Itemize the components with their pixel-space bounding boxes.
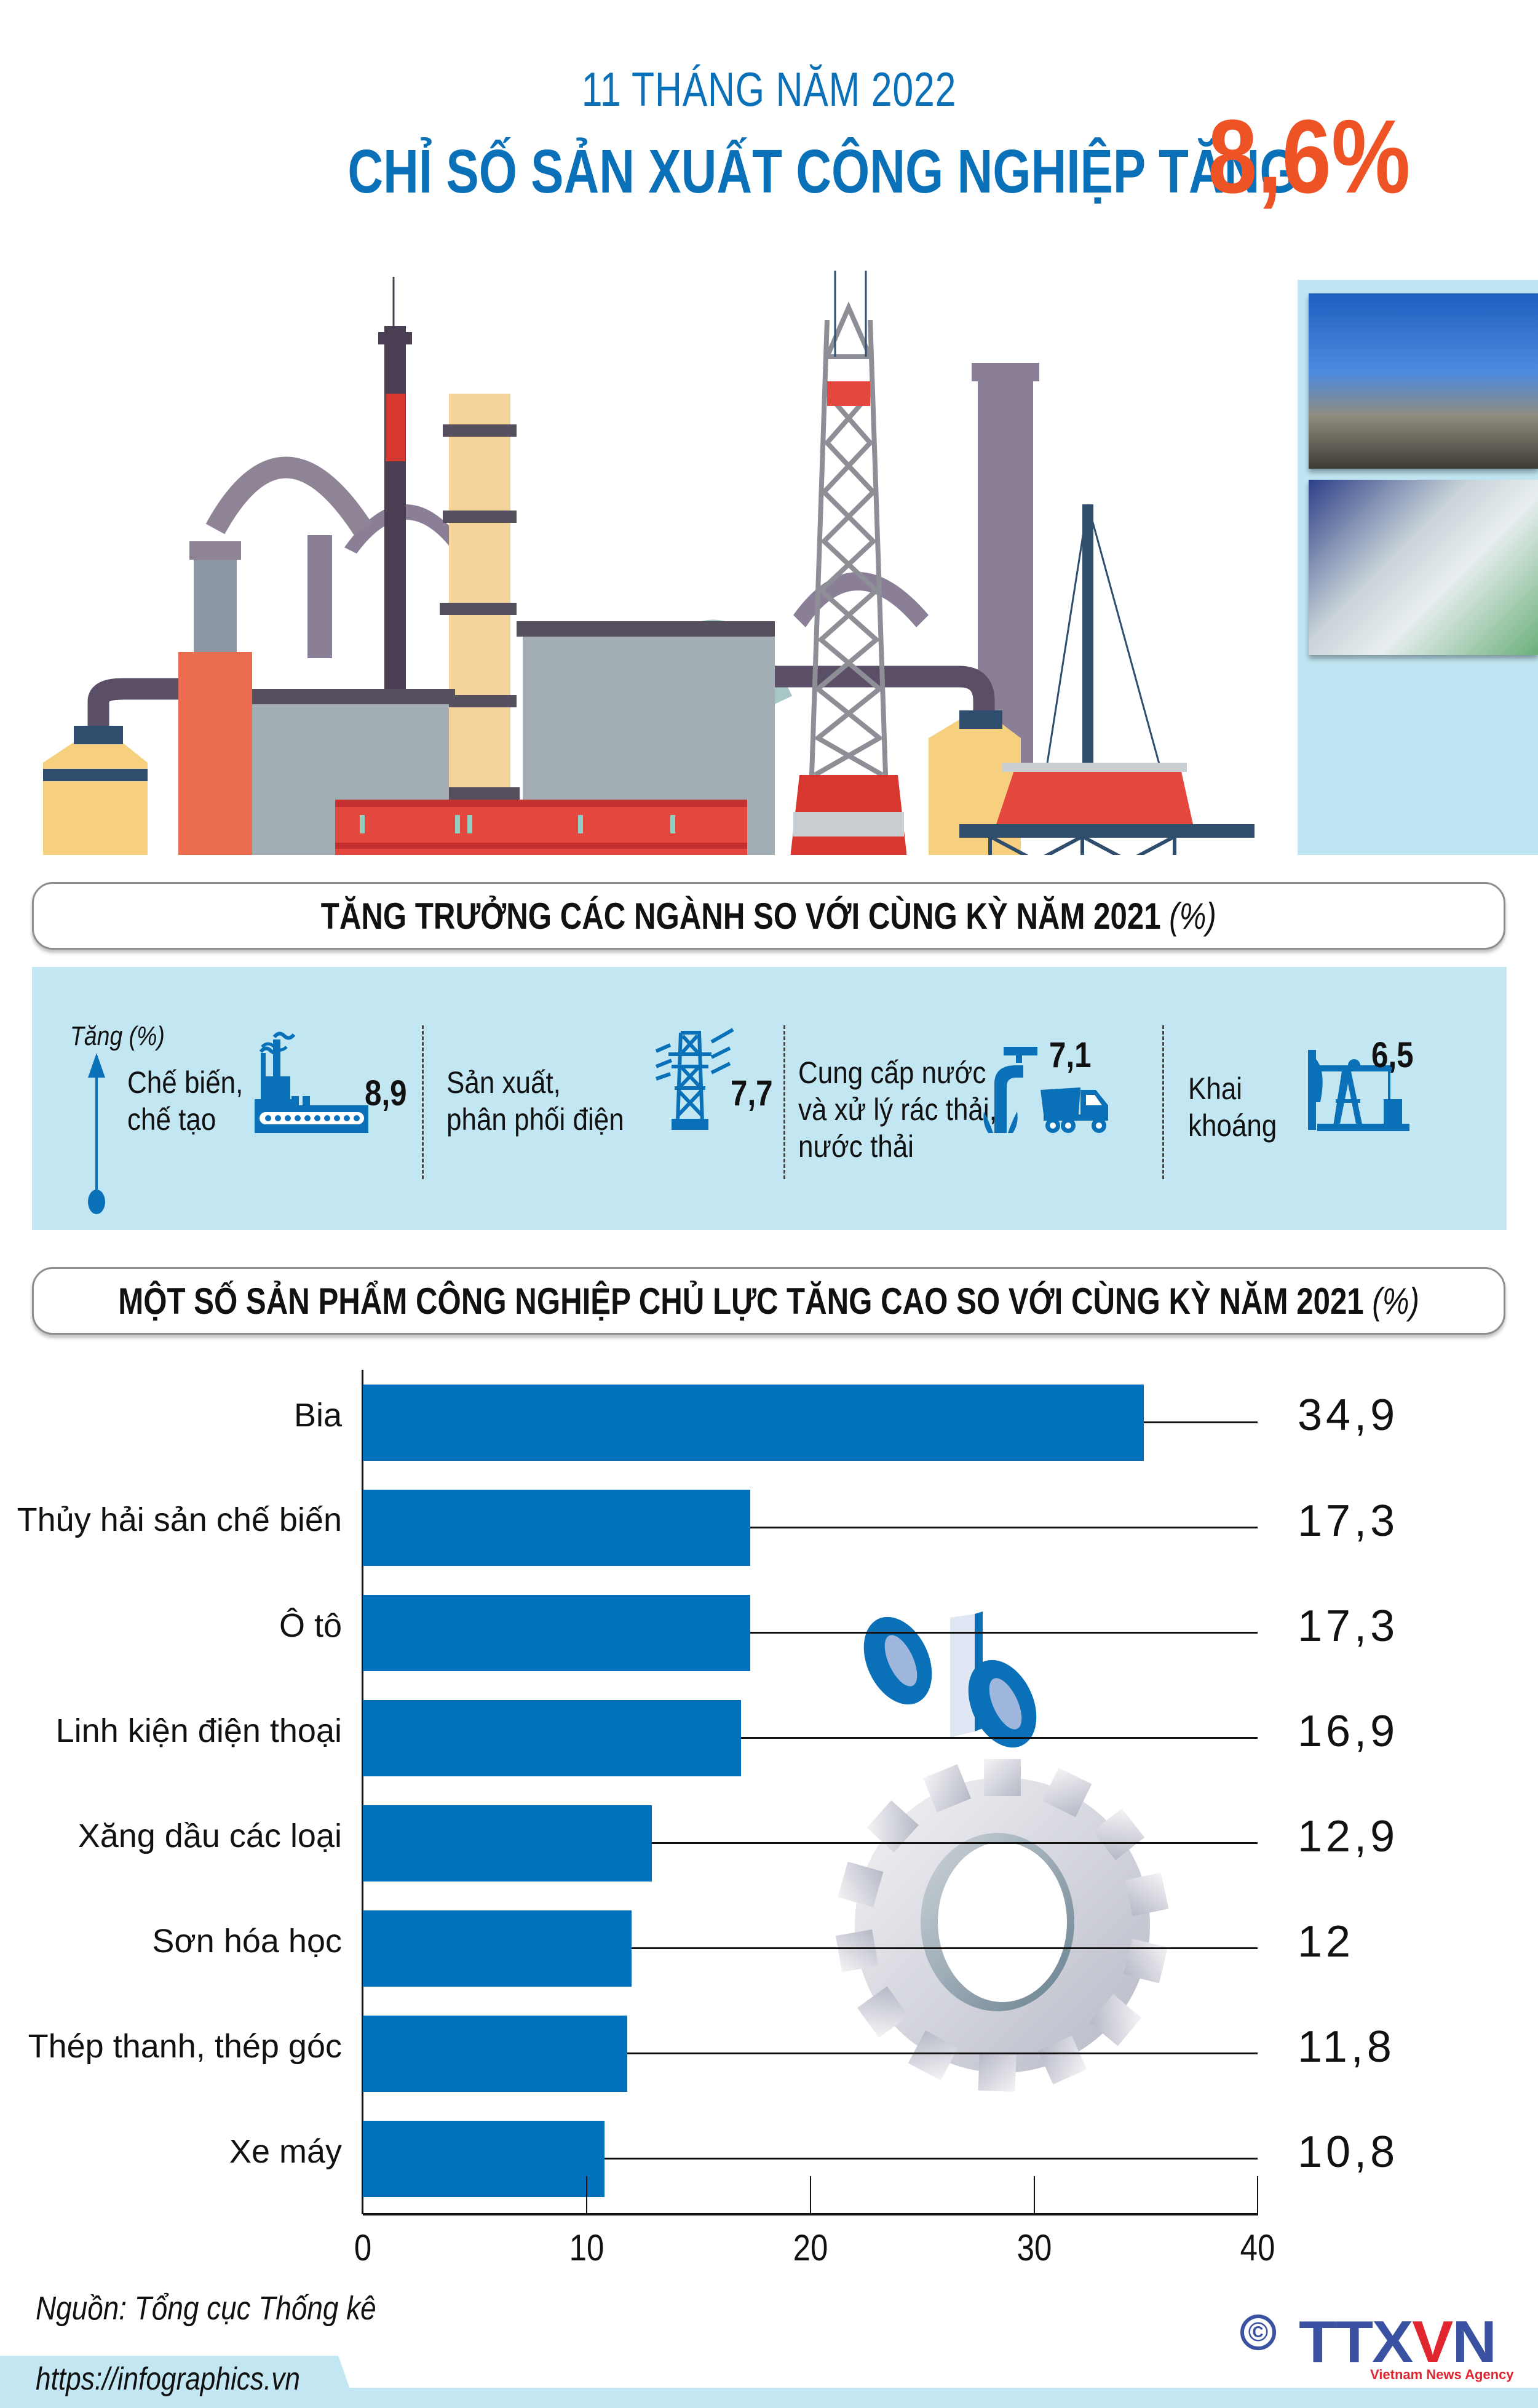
copyright-icon: © (1240, 2315, 1276, 2350)
value-label: 17,3 (1298, 1602, 1399, 1651)
category-label: Linh kiện điện thoại (55, 1712, 342, 1749)
x-tick-label: 0 (354, 2227, 372, 2268)
url-tab (0, 2356, 357, 2408)
bar-o-to (363, 1595, 750, 1671)
grid-line (652, 1842, 1258, 1844)
products-bar-chart: Bia 34,9 Thủy hải sản chế biến 17,3 Ô tô… (0, 1353, 1538, 2268)
sector-value-electricity: 7,7 (731, 1073, 773, 1113)
growth-section-unit: (%) (1169, 895, 1216, 937)
bar-son-hoa-hoc (363, 1910, 632, 1987)
gear-percent-icon (835, 1611, 1169, 2092)
category-label: Xe máy (229, 2133, 342, 2170)
factory-icon (255, 1031, 368, 1133)
grid-line (604, 2158, 1258, 2160)
category-label: Ô tô (279, 1607, 342, 1644)
sector-value-mining: 6,5 (1371, 1035, 1414, 1075)
value-label: 12 (1298, 1917, 1355, 1966)
products-section-header: MỘT SỐ SẢN PHẨM CÔNG NGHIỆP CHỦ LỰC TĂNG… (32, 1267, 1505, 1335)
title-text: CHỈ SỐ SẢN XUẤT CÔNG NGHIỆP TĂNG (347, 137, 1298, 206)
axis-label: Tăng (%) (70, 1021, 165, 1051)
x-axis (363, 2213, 1258, 2215)
value-label: 12,9 (1298, 1812, 1399, 1861)
divider (422, 1025, 424, 1179)
logo-subtitle: Vietnam News Agency (1370, 2367, 1514, 2382)
photo-panel (1298, 280, 1538, 855)
growth-section-header: TĂNG TRƯỞNG CÁC NGÀNH SO VỚI CÙNG KỲ NĂM… (32, 882, 1505, 950)
bar-thep (363, 2016, 627, 2092)
x-tick-label: 30 (1017, 2227, 1052, 2268)
divider (1162, 1025, 1164, 1179)
sector-label-electricity: Sản xuất, phân phối điện (446, 1065, 624, 1137)
x-tick (1034, 2176, 1035, 2214)
industrial-factory-illustration (43, 271, 1255, 855)
x-tick (586, 2176, 587, 2214)
sector-value-water-waste: 7,1 (1049, 1035, 1092, 1075)
x-tick (1257, 2176, 1258, 2214)
sector-growth-panel: Tăng (%) Chế biến, chế tạo (32, 967, 1507, 1230)
x-tick-label: 20 (793, 2227, 828, 2268)
grid-line (750, 1527, 1258, 1528)
value-label: 10,8 (1298, 2128, 1399, 2177)
divider (783, 1025, 785, 1179)
category-label: Thép thanh, thép góc (28, 2028, 342, 2065)
ttxvn-logo: TTXVN (1299, 2309, 1497, 2375)
bar-bia (363, 1385, 1144, 1461)
sector-label-manufacturing: Chế biến, chế tạo (127, 1065, 244, 1137)
car-assembly-line-photo (1309, 480, 1538, 655)
power-tower-icon (655, 1028, 734, 1130)
title-highlight-value: 8,6% (1207, 98, 1411, 215)
value-label: 34,9 (1298, 1391, 1399, 1440)
subtitle: 11 THÁNG NĂM 2022 (581, 62, 957, 116)
growth-section-title: TĂNG TRƯỞNG CÁC NGÀNH SO VỚI CÙNG KỲ NĂM… (320, 895, 1161, 937)
grid-line (741, 1737, 1258, 1739)
bar-xe-may (363, 2121, 604, 2197)
oil-pump-icon (1308, 1050, 1409, 1131)
grid-line (750, 1632, 1258, 1634)
page-title: CHỈ SỐ SẢN XUẤT CÔNG NGHIỆP TĂNG 8,6% (0, 105, 1538, 209)
category-label: Bia (293, 1397, 342, 1434)
grid-line (1144, 1421, 1258, 1423)
category-label: Xăng dầu các loại (77, 1818, 342, 1854)
value-label: 17,3 (1298, 1496, 1399, 1546)
value-label: 11,8 (1298, 2022, 1395, 2072)
products-section-title: MỘT SỐ SẢN PHẨM CÔNG NGHIỆP CHỦ LỰC TĂNG… (118, 1280, 1364, 1322)
power-substation-workers-photo (1309, 293, 1538, 469)
axis-dot (88, 1190, 105, 1214)
x-tick (810, 2176, 811, 2214)
category-label: Thủy hải sản chế biến (17, 1501, 342, 1538)
sector-value-manufacturing: 8,9 (365, 1073, 407, 1113)
bar-xang-dau (363, 1805, 652, 1881)
x-tick-label: 40 (1240, 2227, 1275, 2268)
value-label: 16,9 (1298, 1707, 1399, 1756)
bar-linh-kien (363, 1700, 741, 1776)
up-arrow-icon (88, 1053, 105, 1201)
products-section-unit: (%) (1372, 1280, 1419, 1322)
sector-label-water-waste: Cung cấp nước và xử lý rác thải, nước th… (798, 1055, 997, 1164)
website-link[interactable]: https://infographics.vn (36, 2361, 300, 2397)
grid-line (627, 2052, 1258, 2054)
water-tap-truck-icon (983, 1047, 1108, 1133)
y-axis (362, 1370, 363, 2214)
bar-thuy-hai-san (363, 1490, 750, 1566)
grid-line (632, 1947, 1258, 1949)
source-note: Nguồn: Tổng cục Thống kê (36, 2290, 376, 2327)
x-tick-label: 10 (569, 2227, 604, 2268)
category-label: Sơn hóa học (152, 1923, 342, 1960)
sector-label-mining: Khai khoáng (1188, 1071, 1277, 1143)
